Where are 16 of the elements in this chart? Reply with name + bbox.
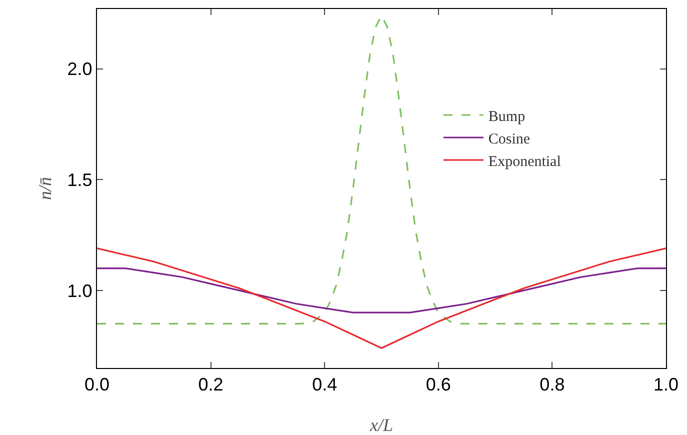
y-tick-label: 1.0 (67, 280, 92, 301)
x-tick-label: 1.0 (653, 374, 679, 395)
line-series (97, 267, 666, 314)
x-tick-label: 0.6 (426, 374, 451, 395)
y-tick-label: 1.5 (67, 170, 92, 190)
y-axis-title: n/n̄ (34, 176, 55, 200)
x-tick-label: 0.0 (84, 374, 110, 395)
legend-label: Cosine (488, 131, 530, 148)
x-tick-label: 0.4 (312, 374, 338, 395)
line-series (97, 248, 666, 349)
x-tick-label: 0.8 (540, 374, 565, 395)
y-tick-label: 2.0 (67, 59, 92, 80)
x-tick-label: 0.2 (198, 374, 224, 395)
legend-label: Bump (488, 108, 526, 125)
legend-label: Exponential (488, 154, 561, 170)
x-axis-title: x/L (368, 415, 394, 435)
